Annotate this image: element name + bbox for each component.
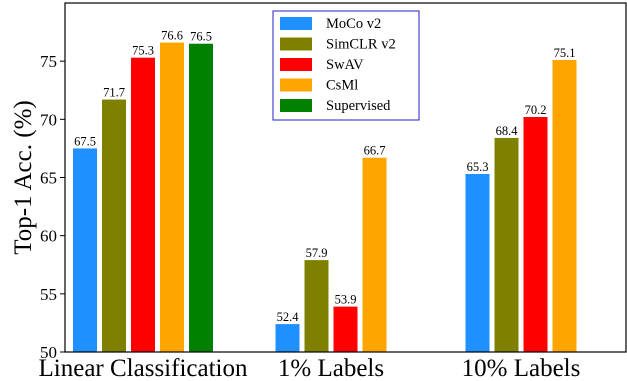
- bar: [189, 43, 213, 352]
- bar-value-label: 53.9: [335, 293, 357, 307]
- bar: [275, 324, 300, 352]
- bar-value-label: 52.4: [277, 310, 300, 324]
- bar: [73, 148, 97, 352]
- y-tick-label: 70: [40, 110, 57, 129]
- legend-swatch: [280, 37, 312, 51]
- bar-value-label: 68.4: [496, 124, 519, 138]
- bar-value-label: 76.5: [190, 30, 212, 44]
- legend-swatch: [280, 99, 312, 112]
- legend-label: CsMl: [326, 78, 358, 94]
- legend: MoCo v2 SimCLR v2 SwAV CsMl Supervised: [272, 10, 420, 121]
- bar-value-label: 71.7: [103, 86, 125, 100]
- y-tick-label: 55: [40, 285, 57, 304]
- y-tick-label: 75: [40, 52, 57, 71]
- bar-value-label: 67.5: [74, 134, 96, 148]
- data-labels-group: 67.5 71.7 75.3 76.6 76.5 52.4 57.9 53.9 66.7 65.3…: [74, 29, 575, 325]
- bar-value-label: 66.7: [364, 144, 386, 158]
- legend-label: Supervised: [326, 98, 391, 114]
- bar: [523, 117, 548, 352]
- bar: [362, 157, 387, 352]
- bar: [552, 60, 577, 353]
- legend-swatch: [280, 17, 312, 30]
- bar-value-label: 70.2: [525, 103, 547, 117]
- bar: [131, 57, 155, 352]
- legend-label: SimCLR v2: [326, 37, 396, 53]
- bar-value-label: 75.1: [554, 46, 576, 60]
- bar-value-label: 75.3: [132, 44, 154, 58]
- bar: [160, 42, 184, 352]
- legend-label: SwAV: [326, 57, 364, 73]
- y-tick-label: 65: [40, 169, 57, 188]
- y-axis-label: Top-1 Acc. (%): [10, 100, 37, 254]
- legend-swatch: [280, 78, 312, 92]
- x-category-label: Linear Classification: [39, 355, 248, 381]
- x-category-label: 10% Labels: [462, 355, 581, 381]
- legend-swatch: [280, 58, 312, 71]
- y-tick-label: 50: [40, 343, 57, 362]
- legend-label: MoCo v2: [326, 16, 381, 32]
- bar: [304, 260, 329, 352]
- x-axis-category-labels: Linear Classification 1% Labels 10% Labels: [39, 355, 581, 381]
- bars-group: [73, 42, 577, 353]
- bar-value-label: 76.6: [161, 29, 183, 43]
- x-category-label: 1% Labels: [278, 355, 384, 381]
- y-axis-ticks: 50 55 60 65 70 75: [40, 52, 65, 362]
- bar-value-label: 65.3: [467, 160, 489, 174]
- bar: [333, 306, 358, 352]
- bar-value-label: 57.9: [306, 246, 328, 260]
- bar: [465, 174, 490, 352]
- y-tick-label: 60: [40, 227, 57, 246]
- bar: [102, 99, 126, 352]
- bar: [494, 137, 519, 352]
